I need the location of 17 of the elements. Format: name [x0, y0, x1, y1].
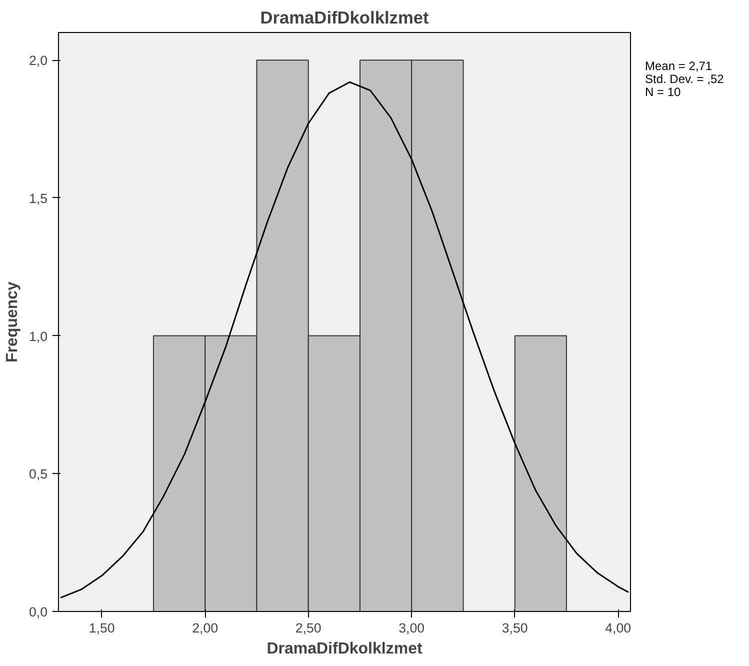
x-tick-label: 2,50 [295, 620, 322, 636]
y-tick-label: 2,0 [28, 53, 48, 68]
x-tick-label: 3,50 [502, 620, 528, 636]
x-tick-label: 3,00 [398, 620, 425, 636]
y-axis-title: Frequency [4, 281, 21, 362]
text: Std. Dev. = ,52 [645, 72, 724, 86]
chart-title: DramaDifDkolklzmet [260, 8, 429, 28]
x-tick-label: 4,00 [605, 620, 632, 636]
y-tick-label: 1,0 [28, 328, 48, 344]
x-axis-title: DramaDifDkolklzmet [266, 640, 423, 658]
y-tick-label: 0,5 [28, 466, 48, 482]
text: Mean = 2,71 [645, 59, 712, 73]
x-tick-label: 2,00 [192, 620, 218, 636]
y-tick-label: 1,5 [28, 190, 48, 206]
x-tick-label: 1,50 [88, 620, 115, 636]
text: N = 10 [645, 85, 681, 99]
y-tick-label: 0,0 [28, 604, 48, 620]
